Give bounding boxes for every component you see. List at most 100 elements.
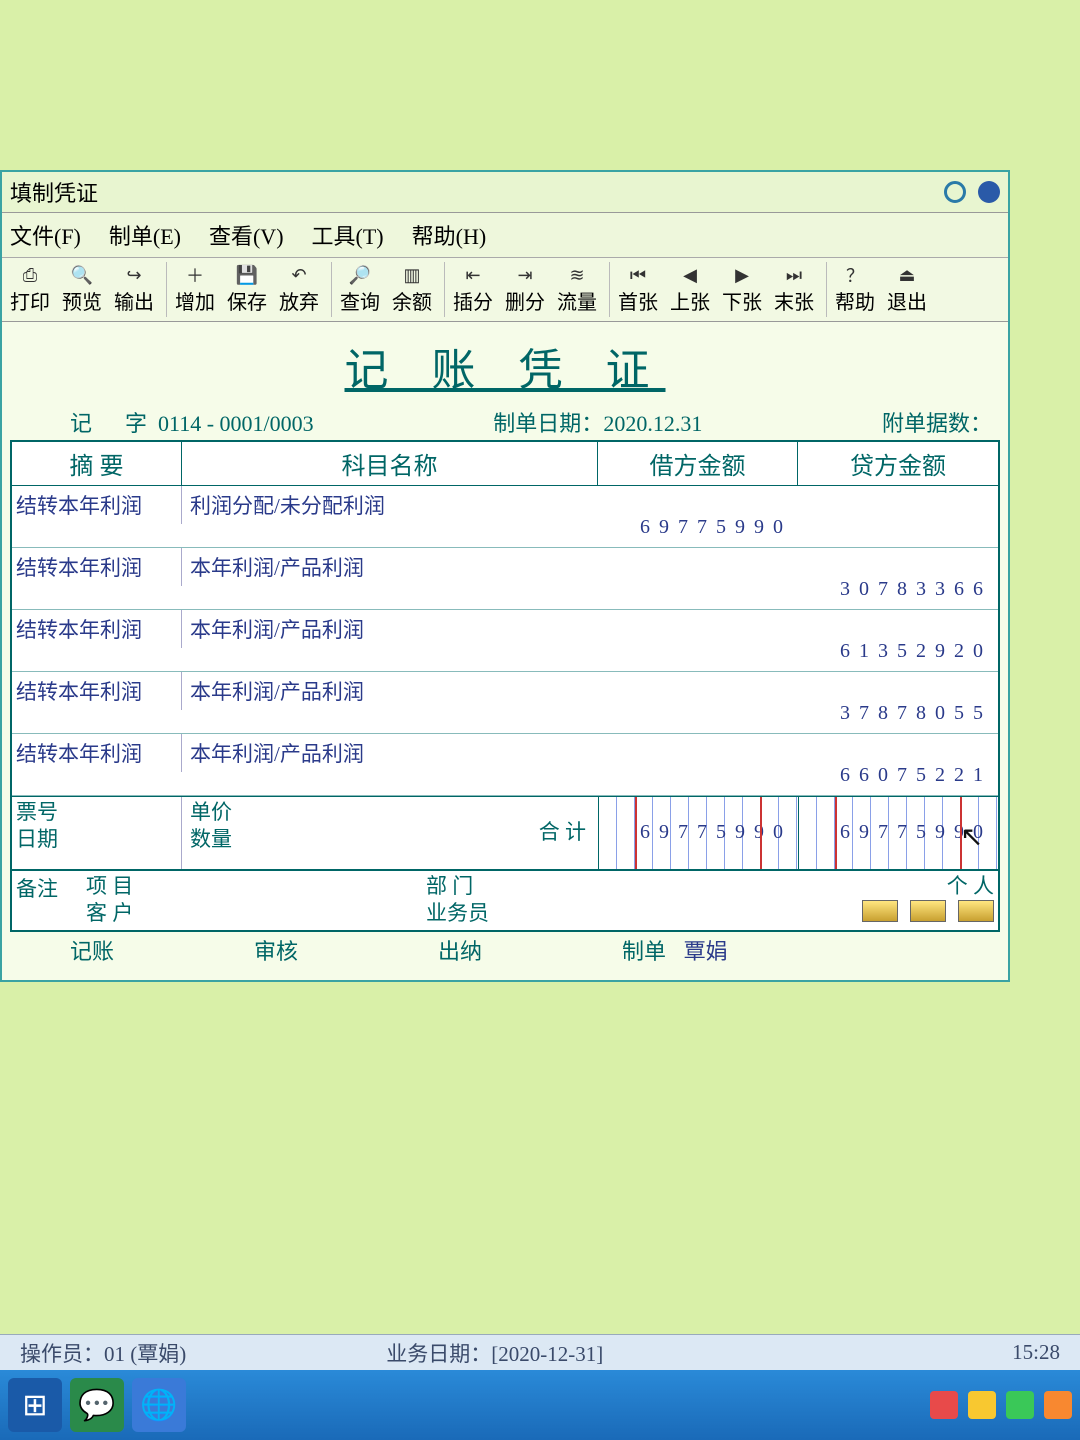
voucher-row[interactable]: 结转本年利润利润分配/未分配利润69775990 [12, 486, 998, 548]
minimize-icon[interactable] [944, 181, 966, 203]
total-debit: 69775990 [598, 797, 798, 869]
row-account: 本年利润/产品利润 [182, 672, 598, 710]
next-icon: ▶ [729, 264, 755, 286]
header-credit: 贷方金额 [798, 442, 998, 485]
ticket-labels: 票号 日期 [12, 797, 182, 869]
status-bizdate: 业务日期：[2020-12-31] [386, 1338, 603, 1368]
remark-item-cust: 项 目 客 户 [86, 873, 406, 928]
voucher-info: 记 字 0114 - 0001/0003 制单日期：2020.12.31 附单据… [10, 402, 1000, 440]
delete-row-button[interactable]: ⇥删分 [501, 262, 549, 317]
sig-maker: 制单 覃娟 [622, 934, 728, 966]
row-account: 本年利润/产品利润 [182, 734, 598, 772]
mini-button-2[interactable] [910, 900, 946, 922]
status-operator: 操作员：01 (覃娟) [20, 1338, 186, 1368]
row-summary: 结转本年利润 [12, 610, 182, 648]
mini-button-1[interactable] [862, 900, 898, 922]
next-button[interactable]: ▶下张 [718, 262, 766, 317]
prev-button[interactable]: ◀上张 [666, 262, 714, 317]
preview-button[interactable]: 🔍预览 [58, 262, 106, 317]
document-title: 记 账 凭 证 [10, 326, 1000, 402]
undo-icon: ↶ [286, 264, 312, 286]
voucher-date: 制单日期：2020.12.31 [493, 406, 702, 438]
tray-icon-4[interactable] [1044, 1391, 1072, 1419]
export-button[interactable]: ↪输出 [110, 262, 158, 317]
menubar: 文件(F) 制单(E) 查看(V) 工具(T) 帮助(H) [2, 213, 1008, 258]
voucher-window: 填制凭证 文件(F) 制单(E) 查看(V) 工具(T) 帮助(H) ⎙打印 🔍… [0, 170, 1010, 982]
tray-icon-3[interactable] [1006, 1391, 1034, 1419]
print-button[interactable]: ⎙打印 [6, 262, 54, 317]
menu-tool[interactable]: 工具(T) [312, 219, 384, 251]
flow-button[interactable]: ≋流量 [553, 262, 601, 317]
delete-icon: ⇥ [512, 264, 538, 286]
voucher-row[interactable]: 结转本年利润本年利润/产品利润37878055 [12, 672, 998, 734]
voucher-row[interactable]: 结转本年利润本年利润/产品利润66075221 [12, 734, 998, 796]
insert-icon: ⇤ [460, 264, 486, 286]
first-button[interactable]: ⏮首张 [609, 262, 662, 317]
menu-make[interactable]: 制单(E) [109, 219, 181, 251]
sig-audit: 审核 [254, 934, 298, 966]
statusbar: 操作员：01 (覃娟) 业务日期：[2020-12-31] 15:28 [0, 1334, 1080, 1370]
status-time: 15:28 [1012, 1340, 1060, 1365]
toolbar: ⎙打印 🔍预览 ↪输出 ＋增加 💾保存 ↶放弃 🔎查询 ▥余额 ⇤插分 ⇥删分 … [2, 258, 1008, 322]
tray-icon-2[interactable] [968, 1391, 996, 1419]
price-qty-labels: 单价 数量 合 计 [182, 797, 598, 869]
total-row: 票号 日期 单价 数量 合 计 69775990 69775990 [12, 796, 998, 870]
help-button[interactable]: ？帮助 [826, 262, 879, 317]
browser-icon[interactable]: 🌐 [132, 1378, 186, 1432]
voucher-row[interactable]: 结转本年利润本年利润/产品利润61352920 [12, 610, 998, 672]
tray-icon-1[interactable] [930, 1391, 958, 1419]
row-summary: 结转本年利润 [12, 672, 182, 710]
cursor-icon: ↖ [960, 820, 983, 854]
save-button[interactable]: 💾保存 [223, 262, 271, 317]
system-tray [930, 1391, 1072, 1419]
discard-button[interactable]: ↶放弃 [275, 262, 323, 317]
insert-row-button[interactable]: ⇤插分 [444, 262, 497, 317]
voucher-word: 记 字 0114 - 0001/0003 [70, 406, 314, 438]
total-label: 合 计 [539, 819, 586, 846]
query-button[interactable]: 🔎查询 [331, 262, 384, 317]
chart-icon: ▥ [399, 264, 425, 286]
grid-left: 结转本年利润利润分配/未分配利润69775990结转本年利润本年利润/产品利润3… [12, 486, 998, 930]
sig-cash: 出纳 [438, 934, 482, 966]
row-summary: 结转本年利润 [12, 734, 182, 772]
row-account: 本年利润/产品利润 [182, 610, 598, 648]
balance-button[interactable]: ▥余额 [388, 262, 436, 317]
row-summary: 结转本年利润 [12, 486, 182, 524]
mini-button-3[interactable] [958, 900, 994, 922]
row-account: 本年利润/产品利润 [182, 548, 598, 586]
remark-person: 个 人 [646, 873, 994, 922]
taskbar: ⊞ 💬 🌐 [0, 1370, 1080, 1440]
prev-icon: ◀ [677, 264, 703, 286]
window-controls [944, 181, 1000, 203]
signature-row: 记账 审核 出纳 制单 覃娟 [10, 932, 1000, 972]
print-icon: ⎙ [17, 264, 43, 286]
flow-icon: ≋ [564, 264, 590, 286]
grid-rows[interactable]: 结转本年利润利润分配/未分配利润69775990结转本年利润本年利润/产品利润3… [12, 486, 998, 796]
attach-count: 附单据数： [882, 406, 992, 438]
export-icon: ↪ [121, 264, 147, 286]
remark-label: 备注 [16, 873, 66, 903]
row-summary: 结转本年利润 [12, 548, 182, 586]
preview-icon: 🔍 [69, 264, 95, 286]
remark-dept-biz: 部 门 业务员 [426, 873, 626, 928]
exit-icon: ⏏ [894, 264, 920, 286]
grid-header: 摘 要 科目名称 借方金额 贷方金额 [12, 442, 998, 486]
add-button[interactable]: ＋增加 [166, 262, 219, 317]
start-icon[interactable]: ⊞ [8, 1378, 62, 1432]
menu-help[interactable]: 帮助(H) [412, 219, 487, 251]
wechat-icon[interactable]: 💬 [70, 1378, 124, 1432]
remark-row: 备注 项 目 客 户 部 门 业务员 个 人 [12, 870, 998, 930]
voucher-row[interactable]: 结转本年利润本年利润/产品利润30783366 [12, 548, 998, 610]
first-icon: ⏮ [625, 264, 651, 286]
maximize-icon[interactable] [978, 181, 1000, 203]
window-title: 填制凭证 [10, 176, 98, 208]
help-icon: ？ [842, 264, 868, 286]
sig-book: 记账 [70, 934, 114, 966]
exit-button[interactable]: ⏏退出 [883, 262, 931, 317]
voucher-grid: 摘 要 科目名称 借方金额 贷方金额 结转本年利润利润分配/未分配利润69775… [10, 440, 1000, 932]
last-button[interactable]: ⏭末张 [770, 262, 818, 317]
titlebar: 填制凭证 [2, 172, 1008, 213]
menu-file[interactable]: 文件(F) [10, 219, 81, 251]
menu-view[interactable]: 查看(V) [209, 219, 284, 251]
add-icon: ＋ [182, 264, 208, 286]
